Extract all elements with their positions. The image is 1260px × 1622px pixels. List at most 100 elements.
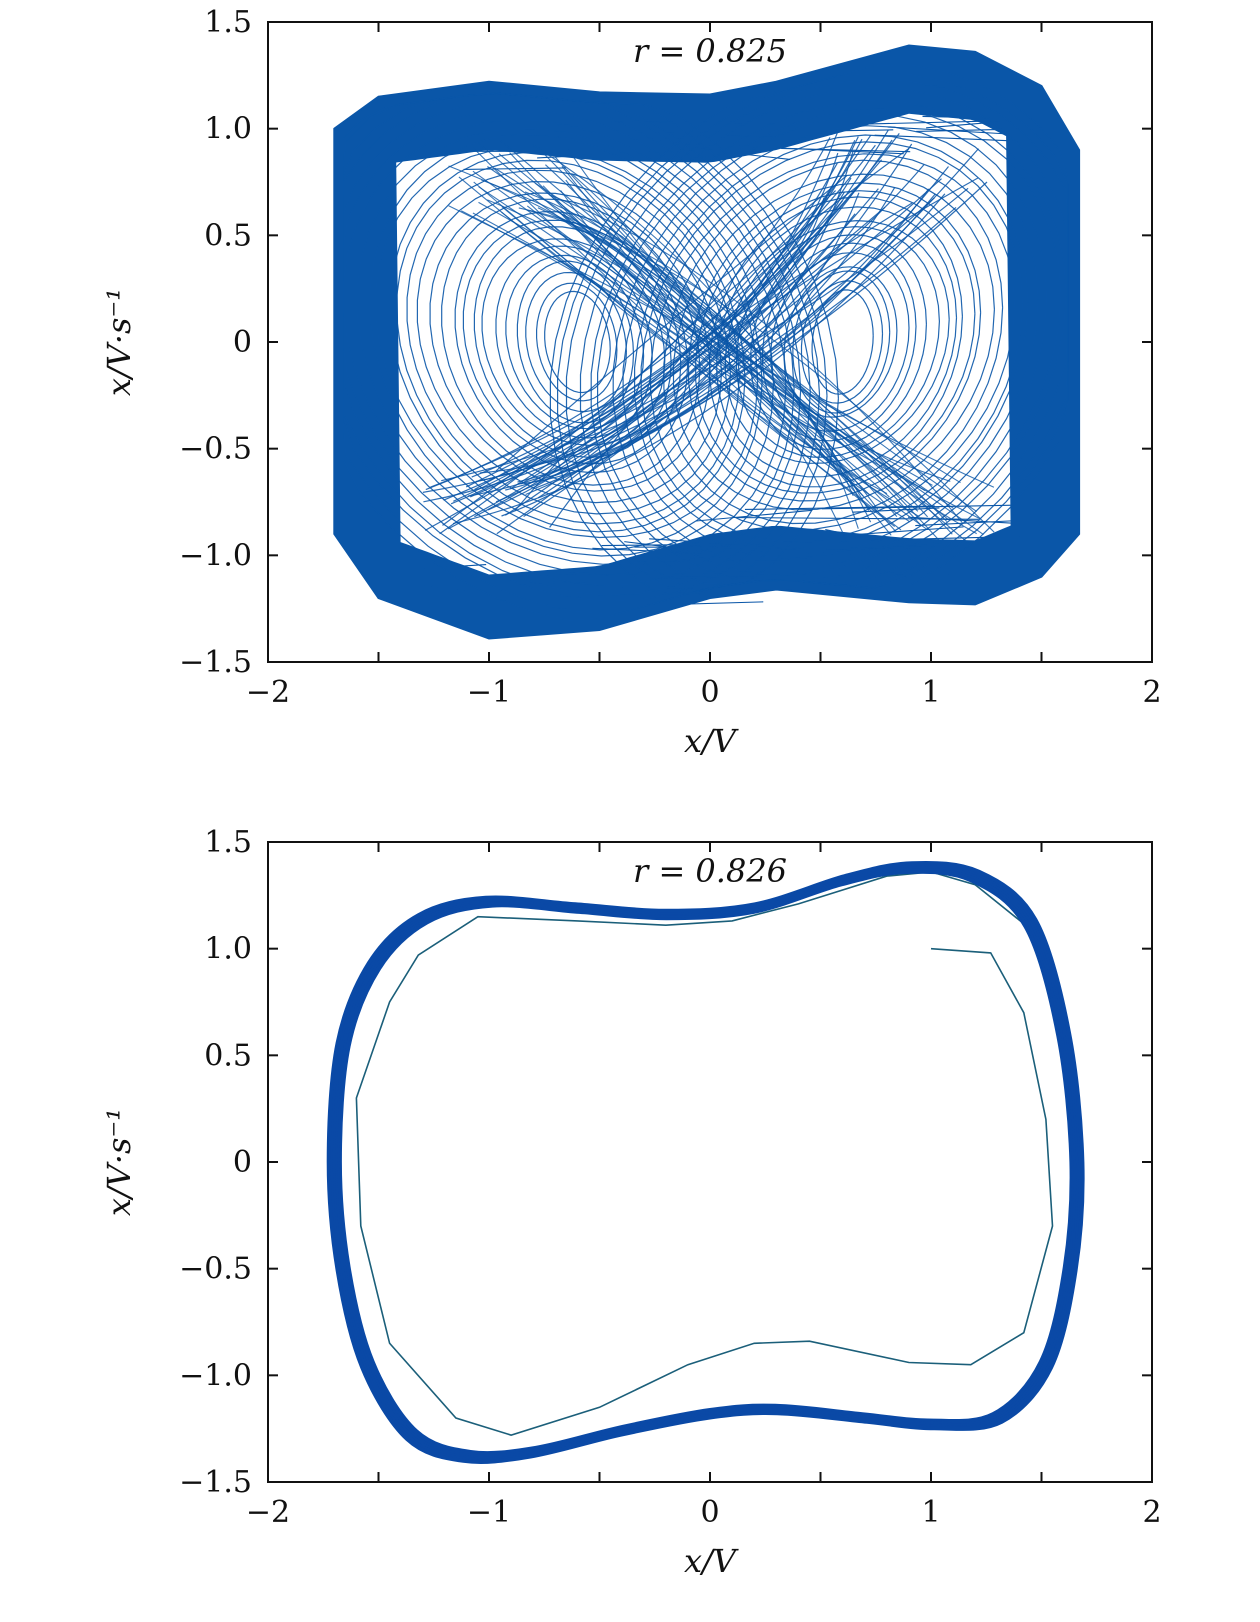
crossing-trajectory: [448, 205, 961, 484]
trajectory-streak: [537, 147, 728, 159]
trajectory-streak: [541, 601, 764, 609]
trajectory-streak: [744, 505, 935, 511]
trajectory-streak: [522, 129, 739, 134]
y-tick-label: −1.5: [179, 1465, 252, 1500]
crossing-trajectory: [514, 147, 910, 512]
limit-cycle-orbit: [333, 866, 1079, 1459]
x-tick-label: −2: [246, 675, 290, 710]
trajectory-streak: [922, 115, 990, 119]
scroll-orbit: [462, 219, 682, 465]
crossing-trajectory: [532, 144, 872, 523]
trajectory-streak: [916, 127, 1042, 132]
crossing-trajectory: [467, 143, 913, 497]
scroll-orbit: [650, 153, 1016, 531]
x-tick-label: 1: [921, 1495, 940, 1530]
trajectory-streak: [648, 138, 713, 150]
y-tick-label: −0.5: [179, 1252, 252, 1287]
plot-area: [333, 44, 1081, 640]
trajectory-streak: [781, 147, 911, 153]
trajectory-streak: [770, 544, 928, 556]
trajectory-streak: [852, 507, 940, 513]
y-tick-label: 1.0: [204, 932, 252, 967]
y-tick-label: −1.5: [179, 645, 252, 680]
trajectory-streak: [887, 126, 1042, 137]
crossing-trajectory: [425, 144, 876, 491]
crossing-trajectory: [448, 165, 953, 535]
x-tick-label: 2: [1142, 1495, 1161, 1530]
crossing-trajectory: [495, 206, 957, 503]
trajectory-streak: [649, 538, 799, 549]
crossing-trajectory: [551, 177, 979, 474]
crossing-trajectory: [501, 130, 839, 517]
parameter-annotation: r = 0.826: [633, 852, 787, 890]
trajectory-streak: [637, 560, 845, 563]
scroll-orbit: [429, 192, 711, 492]
y-tick-label: 0: [233, 1145, 252, 1180]
trajectory-streak: [926, 117, 1042, 129]
trajectory-streak: [611, 121, 795, 124]
trajectory-streak: [920, 85, 1042, 91]
trajectory-streak: [859, 564, 906, 577]
crossing-trajectory: [487, 162, 838, 511]
transient-trajectory: [355, 871, 1078, 1436]
x-tick-label: 0: [700, 1495, 719, 1530]
parameter-annotation: r = 0.825: [633, 32, 787, 70]
y-tick-label: 0: [233, 325, 252, 360]
crossing-trajectory: [495, 175, 848, 472]
trajectory-streak: [738, 153, 791, 160]
trajectory-streak: [661, 573, 818, 579]
x-tick-label: −1: [467, 675, 511, 710]
trajectory-streak: [466, 132, 581, 139]
y-tick-label: −0.5: [179, 432, 252, 467]
y-tick-label: −1.0: [179, 538, 252, 573]
trajectory-streak: [783, 535, 1020, 543]
scroll-orbit: [549, 64, 1069, 595]
x-axis-label: x/V: [684, 1542, 739, 1580]
trajectory-streak: [874, 134, 1042, 143]
trajectory-streak: [499, 574, 712, 577]
scroll-orbit: [811, 289, 874, 395]
limit-cycle-orbit: [337, 869, 1074, 1456]
crossing-trajectory: [525, 181, 988, 496]
y-tick-label: 1.5: [204, 825, 252, 860]
trajectory-streak: [855, 526, 964, 536]
chart-panel-bottom: −2 −1 0 1 2 −1.5 −1.0 −0.5 0 0.5 1.0 1.5 x/V x/V·s⁻¹ r…: [100, 825, 1162, 1580]
scroll-orbit: [544, 290, 611, 394]
trajectory-streak: [481, 121, 600, 128]
crossing-trajectory: [423, 191, 846, 503]
trajectory-streak: [417, 583, 473, 593]
crossing-trajectory: [556, 210, 898, 517]
trajectory-streak: [601, 543, 742, 547]
trajectory-streak: [559, 571, 778, 575]
scroll-orbit: [634, 134, 1029, 550]
crossing-trajectory: [518, 207, 859, 529]
trajectory-streak: [826, 545, 1028, 550]
limit-cycle-orbit: [335, 867, 1076, 1457]
scroll-orbit: [640, 141, 1024, 543]
trajectory-streak: [634, 546, 804, 549]
x-tick-label: 0: [700, 675, 719, 710]
crossing-trajectory: [472, 212, 871, 496]
scroll-orbit: [416, 180, 723, 504]
scroll-orbit: [597, 108, 1062, 576]
trajectory-streak: [678, 148, 767, 162]
crossing-trajectory: [471, 146, 896, 527]
trajectory-streak: [839, 541, 942, 551]
scroll-orbit: [454, 211, 689, 474]
scroll-orbit: [406, 169, 731, 515]
trajectory-streak: [736, 517, 979, 520]
crossing-trajectory: [460, 210, 890, 498]
y-axis-label: x/V·s⁻¹: [100, 1108, 138, 1216]
x-tick-label: 1: [921, 675, 940, 710]
trajectory-streak: [818, 120, 1001, 126]
x-tick-label: 2: [1142, 675, 1161, 710]
limit-cycle-orbit: [328, 862, 1083, 1463]
plot-area: [326, 860, 1085, 1464]
trajectory-streak: [548, 581, 700, 595]
crossing-trajectory: [471, 133, 900, 478]
trajectory-streak: [825, 529, 885, 543]
y-tick-label: 1.0: [204, 112, 252, 147]
trajectory-streak: [636, 586, 805, 590]
scroll-orbit: [396, 159, 740, 525]
